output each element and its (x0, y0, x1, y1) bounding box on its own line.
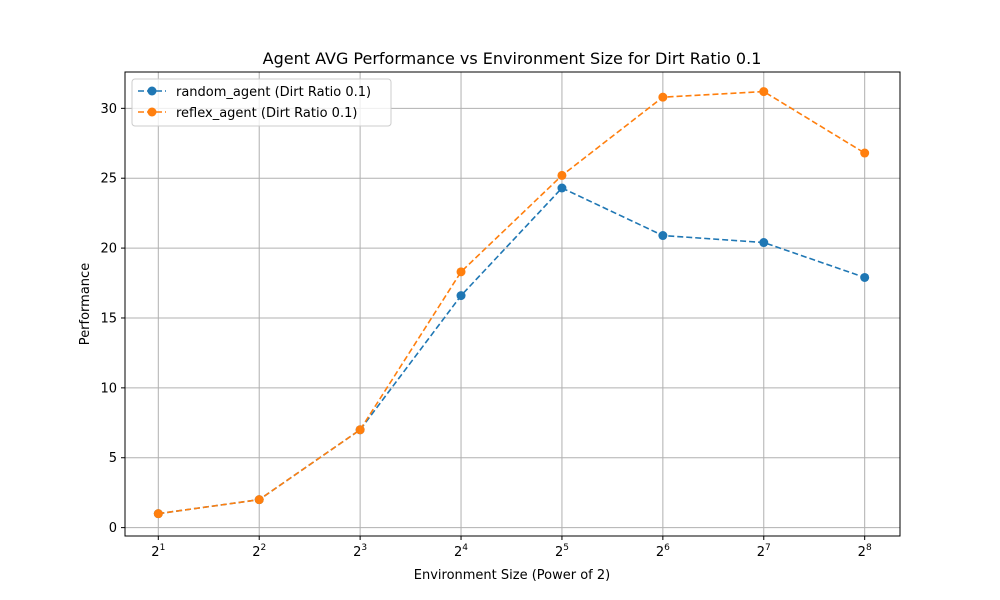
series-line-1 (158, 187, 865, 515)
series-2-point (355, 425, 365, 435)
series-1-point (456, 291, 466, 301)
y-tick-label: 15 (100, 311, 117, 326)
x-tick-label: 28 (858, 543, 872, 560)
y-tick-label: 30 (100, 102, 117, 117)
series-2-point (759, 87, 769, 97)
y-tick-label: 25 (100, 172, 117, 187)
legend-label-2: reflex_agent (Dirt Ratio 0.1) (176, 106, 357, 121)
plot-area-frame (124, 71, 901, 537)
x-tick-label: 25 (555, 543, 569, 560)
x-tick-label: 27 (757, 543, 771, 560)
series-line-2 (158, 90, 866, 515)
y-axis-title: Performance (78, 263, 93, 345)
series-2-point (153, 509, 163, 519)
x-axis-ticks: 21 22 23 24 25 26 27 28 (151, 536, 872, 560)
legend-marker-2 (147, 107, 157, 117)
series-1-point (860, 272, 870, 282)
legend-box (131, 78, 392, 127)
grid-lines (125, 72, 900, 536)
legend: random_agent (Dirt Ratio 0.1) reflex_agen… (131, 78, 392, 127)
series-1-point (759, 238, 769, 248)
x-tick-label: 23 (353, 543, 367, 560)
x-tick-label: 24 (454, 543, 468, 560)
series-layer (153, 87, 870, 519)
legend-label-1: random_agent (Dirt Ratio 0.1) (176, 85, 371, 100)
series-2-point (254, 495, 264, 505)
series-2-point (557, 170, 567, 180)
x-tick-label: 26 (656, 543, 670, 560)
y-tick-label: 0 (109, 521, 117, 536)
series-2-point (658, 92, 668, 102)
chart-title: Agent AVG Performance vs Environment Siz… (263, 49, 762, 68)
x-axis-title: Environment Size (Power of 2) (414, 568, 610, 583)
series-2-point (456, 267, 466, 277)
y-axis-ticks: 0 5 10 15 20 25 30 (100, 102, 125, 536)
x-tick-label: 21 (151, 543, 165, 560)
y-tick-label: 5 (109, 451, 117, 466)
series-1-point (658, 231, 668, 241)
legend-marker-1 (147, 86, 157, 96)
series-1-point (557, 183, 567, 193)
y-tick-label: 10 (100, 381, 117, 396)
series-2-point (860, 148, 870, 158)
y-tick-label: 20 (100, 242, 117, 257)
x-tick-label: 22 (252, 543, 266, 560)
